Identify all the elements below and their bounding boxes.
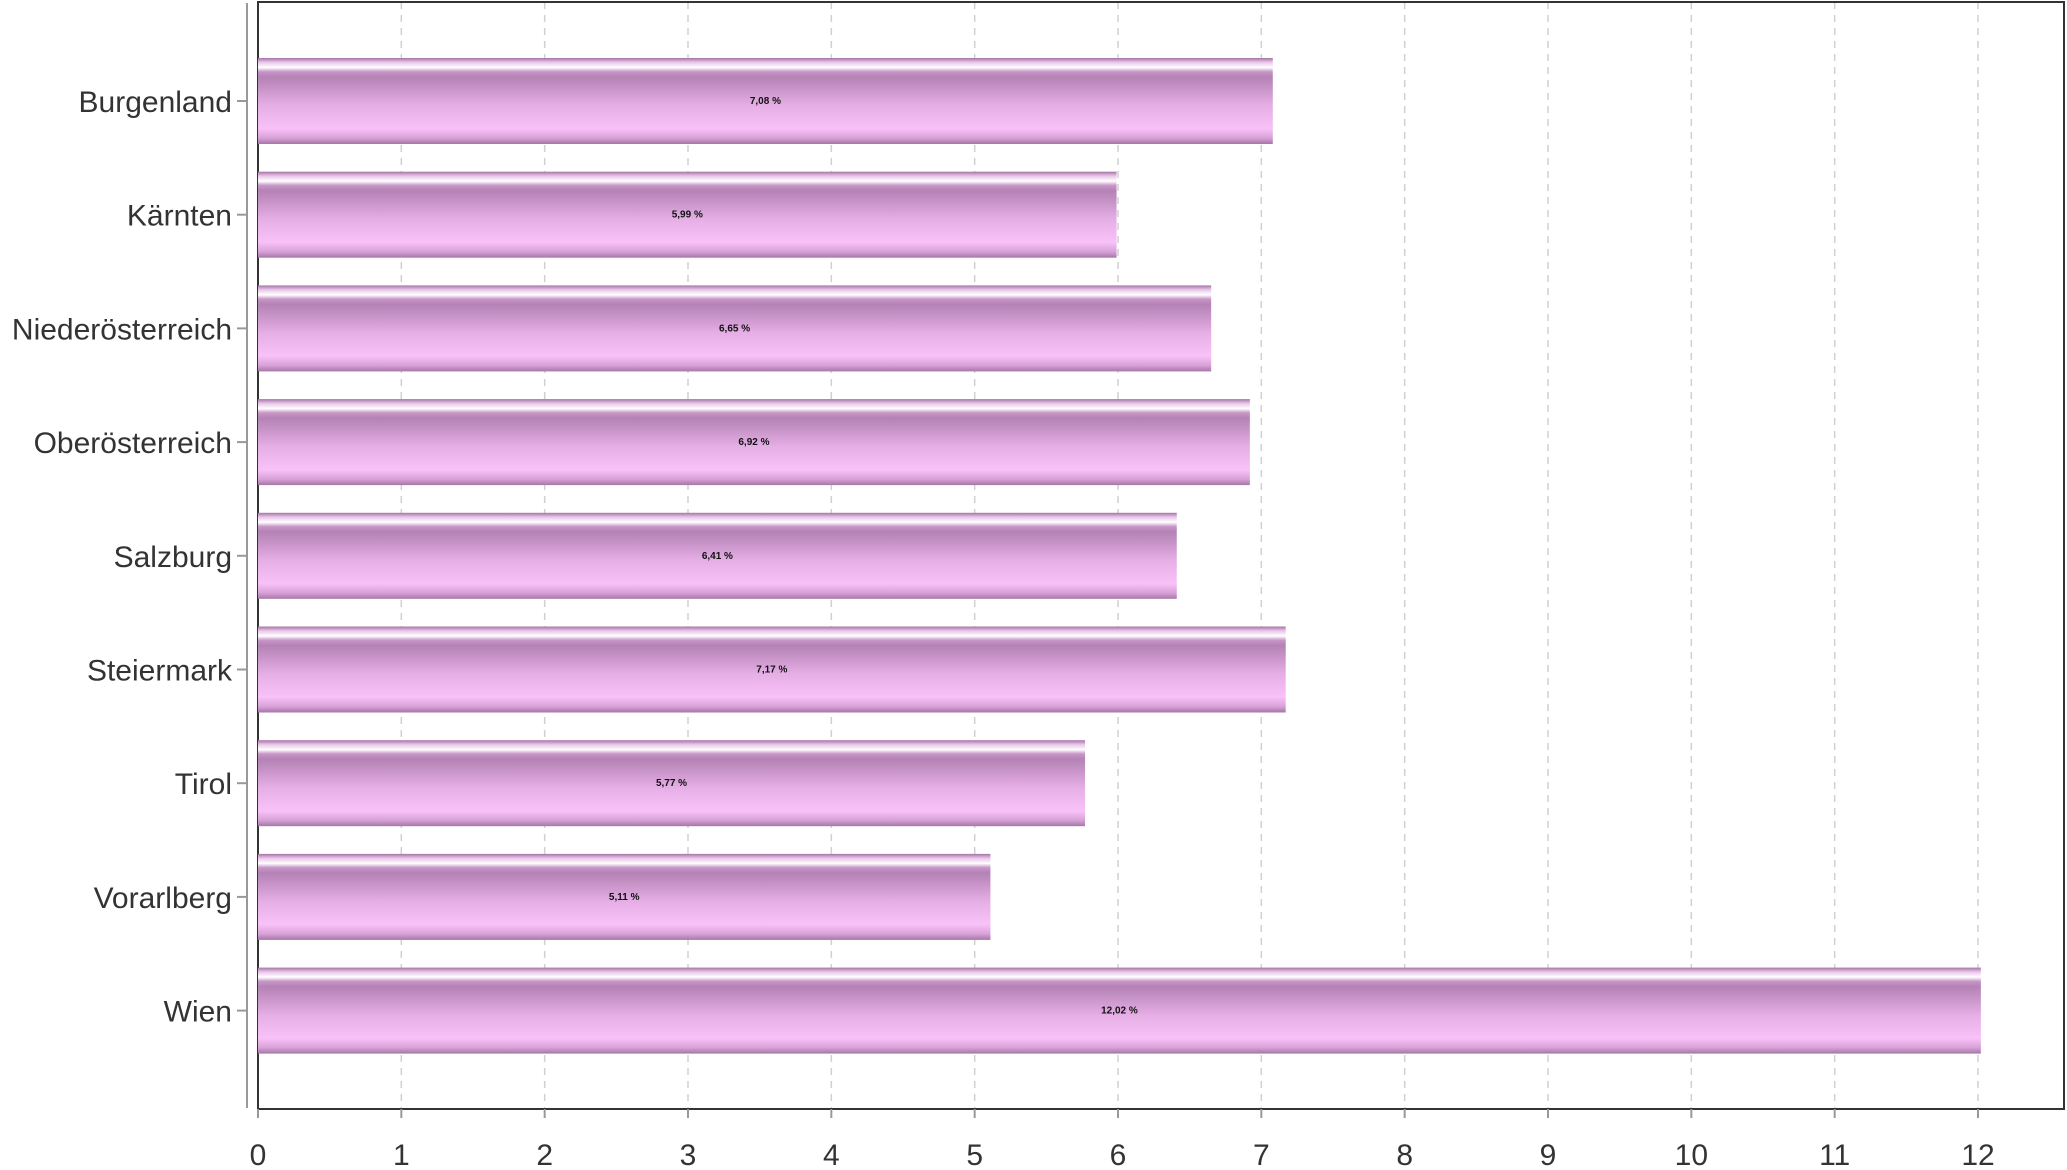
- x-tick-label: 6: [1110, 1139, 1127, 1170]
- bar: [258, 740, 1086, 827]
- category-label: Salzburg: [114, 541, 232, 574]
- category-label: Oberösterreich: [34, 427, 232, 460]
- bar: [258, 512, 1177, 599]
- bar: [258, 853, 991, 940]
- x-tick-label: 2: [536, 1139, 553, 1170]
- value-label: 6,92 %: [738, 437, 769, 448]
- x-tick-label: 5: [966, 1139, 983, 1170]
- category-label: Niederösterreich: [12, 313, 232, 346]
- x-tick-label: 7: [1253, 1139, 1270, 1170]
- bar: [258, 171, 1117, 258]
- bar: [258, 399, 1250, 486]
- bars: 7,08 % 5,99 % 6,65 % 6,92 % 6,41 % 7,17 % 5,77…: [258, 58, 1981, 1054]
- x-tick-label: 11: [1819, 1139, 1850, 1170]
- x-tick-label: 9: [1540, 1139, 1557, 1170]
- category-label: Burgenland: [79, 86, 232, 119]
- x-tick-label: 3: [680, 1139, 697, 1170]
- value-label: 12,02 %: [1101, 1006, 1138, 1017]
- value-label: 7,08 %: [750, 96, 781, 107]
- bar: [258, 58, 1273, 144]
- value-label: 7,17 %: [756, 665, 787, 676]
- category-labels: Burgenland Kärnten Niederösterreich Oberöst…: [12, 86, 247, 1029]
- x-tick-label: 1: [393, 1139, 410, 1170]
- x-tick-label: 4: [823, 1139, 840, 1170]
- value-label: 6,41 %: [702, 551, 733, 562]
- value-label: 6,65 %: [719, 323, 750, 334]
- category-label: Wien: [164, 996, 232, 1029]
- bar: [258, 285, 1212, 372]
- category-label: Vorarlberg: [94, 882, 232, 915]
- x-tick-label: 8: [1396, 1139, 1413, 1170]
- value-label: 5,11 %: [609, 892, 640, 903]
- category-label: Tirol: [175, 768, 232, 801]
- category-label: Steiermark: [87, 655, 233, 688]
- category-label: Kärnten: [127, 200, 232, 233]
- bar: [258, 967, 1981, 1054]
- bar: [258, 626, 1286, 713]
- value-label: 5,77 %: [656, 778, 687, 789]
- x-tick-label: 10: [1675, 1139, 1708, 1170]
- x-tick-label: 12: [1961, 1139, 1994, 1170]
- x-axis-ticks: 0 1 2 3 4 5 6 7 8 9 10 11 12: [250, 1109, 1995, 1170]
- x-tick-label: 0: [250, 1139, 267, 1170]
- value-label: 5,99 %: [672, 210, 703, 221]
